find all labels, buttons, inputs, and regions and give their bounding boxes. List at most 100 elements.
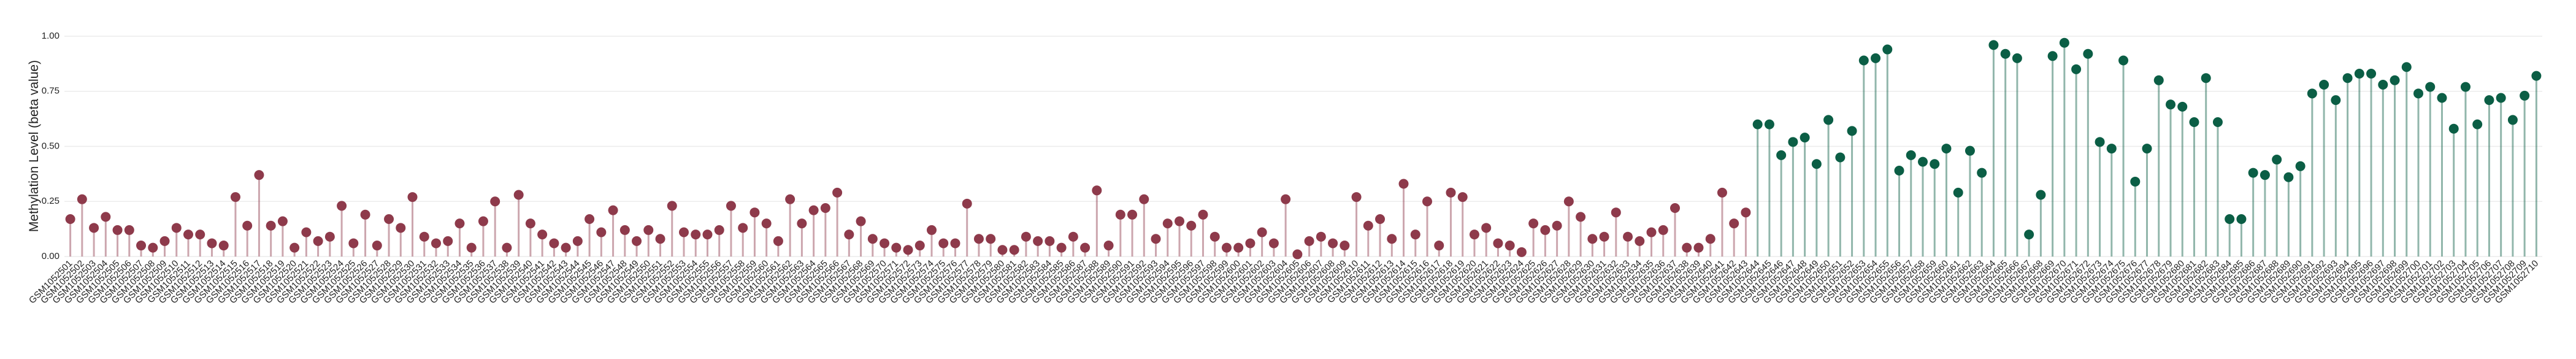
dot (2437, 93, 2447, 103)
dot (1328, 238, 1338, 249)
dot (1894, 165, 1904, 176)
dot (396, 223, 406, 233)
dot (1764, 119, 1774, 129)
dot (2354, 69, 2364, 79)
dot (1505, 241, 1515, 251)
dot (2059, 37, 2069, 48)
dot (1611, 207, 1621, 218)
dot (419, 231, 429, 242)
dot (820, 203, 830, 214)
dot (1752, 119, 1763, 129)
dot (643, 225, 654, 235)
dot (1175, 216, 1184, 226)
dot (1410, 230, 1420, 240)
dot (608, 205, 618, 215)
dot (679, 227, 689, 237)
dot (2307, 88, 2317, 99)
dot (277, 216, 288, 226)
dot (619, 225, 630, 235)
dot (1103, 241, 1114, 251)
dot (1398, 179, 1409, 189)
dot (585, 214, 595, 224)
dot (1245, 238, 1255, 249)
dot (867, 234, 878, 244)
dot (1469, 230, 1479, 240)
dot (2071, 64, 2082, 74)
dot (1209, 231, 1220, 242)
dot (1363, 220, 1373, 231)
dot (561, 242, 571, 253)
dot (360, 209, 370, 220)
dot (513, 190, 524, 200)
dot (348, 238, 359, 249)
dots (65, 37, 2542, 260)
dot (1233, 242, 1244, 253)
dot (761, 218, 772, 229)
dot (832, 187, 843, 198)
dot (572, 236, 583, 246)
y-tick-label: 0.75 (42, 86, 59, 96)
dot (655, 234, 665, 244)
dot (289, 242, 300, 253)
dot (2106, 144, 2117, 154)
dot (549, 238, 559, 249)
dot (667, 201, 677, 211)
dot (2319, 79, 2329, 90)
dot (1281, 194, 1291, 204)
dot (124, 225, 134, 235)
dot (2024, 230, 2034, 240)
dot (1033, 236, 1043, 246)
dot (1186, 220, 1197, 231)
dot (2153, 75, 2164, 85)
dot (112, 225, 123, 235)
dot (2118, 55, 2129, 66)
dot (1693, 242, 1704, 253)
dot (1540, 225, 1551, 235)
dot (1576, 212, 1586, 222)
dot (891, 242, 902, 253)
dot (2460, 82, 2471, 92)
dot (1115, 209, 1125, 220)
dot (1151, 234, 1161, 244)
dot (1092, 185, 1102, 196)
dot (1340, 241, 1350, 251)
dot (1930, 159, 1940, 169)
dot (1198, 209, 1208, 220)
dot (726, 201, 736, 211)
dot (301, 227, 312, 237)
dot (537, 230, 548, 240)
dot (1800, 133, 1810, 143)
dot (1587, 234, 1598, 244)
dot (2212, 117, 2223, 128)
dot (1776, 150, 1787, 160)
dot (2295, 161, 2306, 171)
dot (384, 214, 394, 224)
dot (443, 236, 453, 246)
y-tick-label: 0.50 (42, 141, 59, 151)
dot (2378, 79, 2388, 90)
dot (525, 218, 535, 229)
dot (632, 236, 642, 246)
dot (1646, 227, 1657, 237)
dot (596, 227, 607, 237)
y-tick-label: 0.25 (42, 196, 59, 206)
dot (1552, 220, 1562, 231)
dot (1953, 187, 1963, 198)
y-tick-label: 0.00 (42, 251, 59, 261)
dot (1304, 236, 1314, 246)
dot (938, 238, 949, 249)
dot (2331, 95, 2341, 106)
dot (1528, 218, 1539, 229)
dot (1009, 245, 1019, 255)
dot (2036, 190, 2046, 200)
dot (1351, 192, 1362, 203)
dot (2531, 71, 2542, 81)
dot (1858, 55, 1869, 66)
dot (89, 223, 99, 233)
dot (77, 194, 87, 204)
dot (502, 242, 512, 253)
dot (773, 236, 783, 246)
dot (454, 218, 465, 229)
dot (1221, 242, 1232, 253)
dot (1658, 225, 1668, 235)
